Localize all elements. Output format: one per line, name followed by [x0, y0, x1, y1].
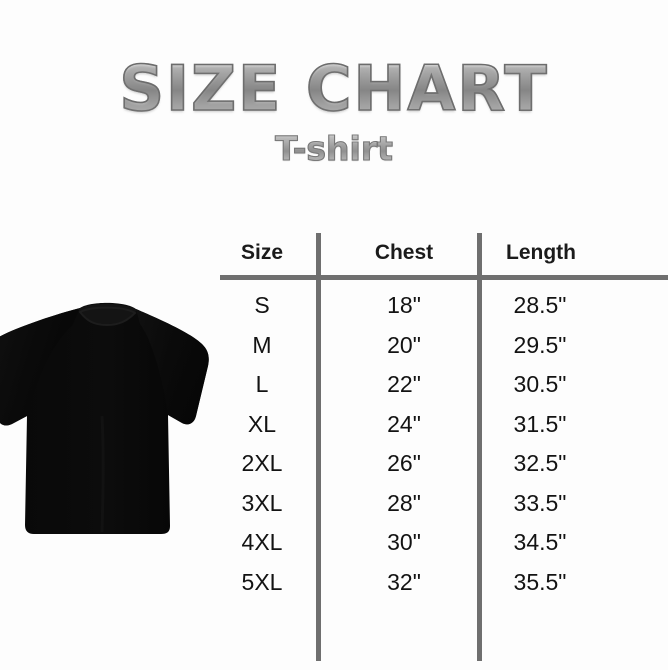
tshirt-collar-ridge [78, 306, 137, 327]
cell-length: 34.5" [513, 529, 567, 555]
cell-length: 31.5" [513, 410, 567, 437]
cell-length: 30.5" [513, 371, 567, 397]
tshirt-right-sleeve [136, 309, 209, 425]
cell-length: 28.5" [513, 292, 567, 318]
column-header-size: Size [240, 241, 284, 264]
table-header-row: Size Chest Length [0, 236, 668, 270]
tshirt-center-fold [100, 415, 105, 533]
cell-chest: 20" [387, 331, 421, 358]
cell-chest: 32" [387, 568, 421, 595]
cell-size: XL [247, 410, 277, 437]
cell-chest: 28" [387, 489, 421, 516]
column-header-chest: Chest [374, 241, 434, 264]
cell-length: 33.5" [513, 489, 567, 516]
cell-size: 3XL [241, 489, 283, 516]
cell-size: 2XL [241, 450, 283, 476]
cell-size: 5XL [241, 568, 283, 595]
cell-length: 35.5" [513, 568, 567, 595]
page-title: SIZE CHART [0, 57, 668, 121]
cell-chest: 30" [387, 529, 421, 555]
cell-chest: 24" [387, 410, 421, 437]
column-header-length: Length [506, 241, 576, 264]
cell-chest: 26" [387, 450, 421, 476]
cell-size: L [255, 371, 269, 397]
cell-chest: 22" [387, 371, 421, 397]
tshirt-illustration [0, 302, 209, 534]
title-block: SIZE CHART T-shirt [0, 57, 668, 166]
tshirt-left-sleeve [0, 308, 80, 426]
table-row: 5XL 32" 35.5" [0, 563, 668, 603]
cell-length: 32.5" [513, 450, 567, 476]
column-divider-1 [316, 233, 321, 661]
cell-size: S [254, 292, 270, 318]
header-divider [220, 275, 668, 280]
cell-chest: 18" [387, 292, 421, 318]
cell-size: M [252, 331, 272, 358]
column-divider-2 [477, 233, 482, 661]
page-subtitle: T-shirt [0, 131, 668, 165]
cell-length: 29.5" [513, 331, 567, 358]
cell-size: 4XL [241, 529, 283, 555]
